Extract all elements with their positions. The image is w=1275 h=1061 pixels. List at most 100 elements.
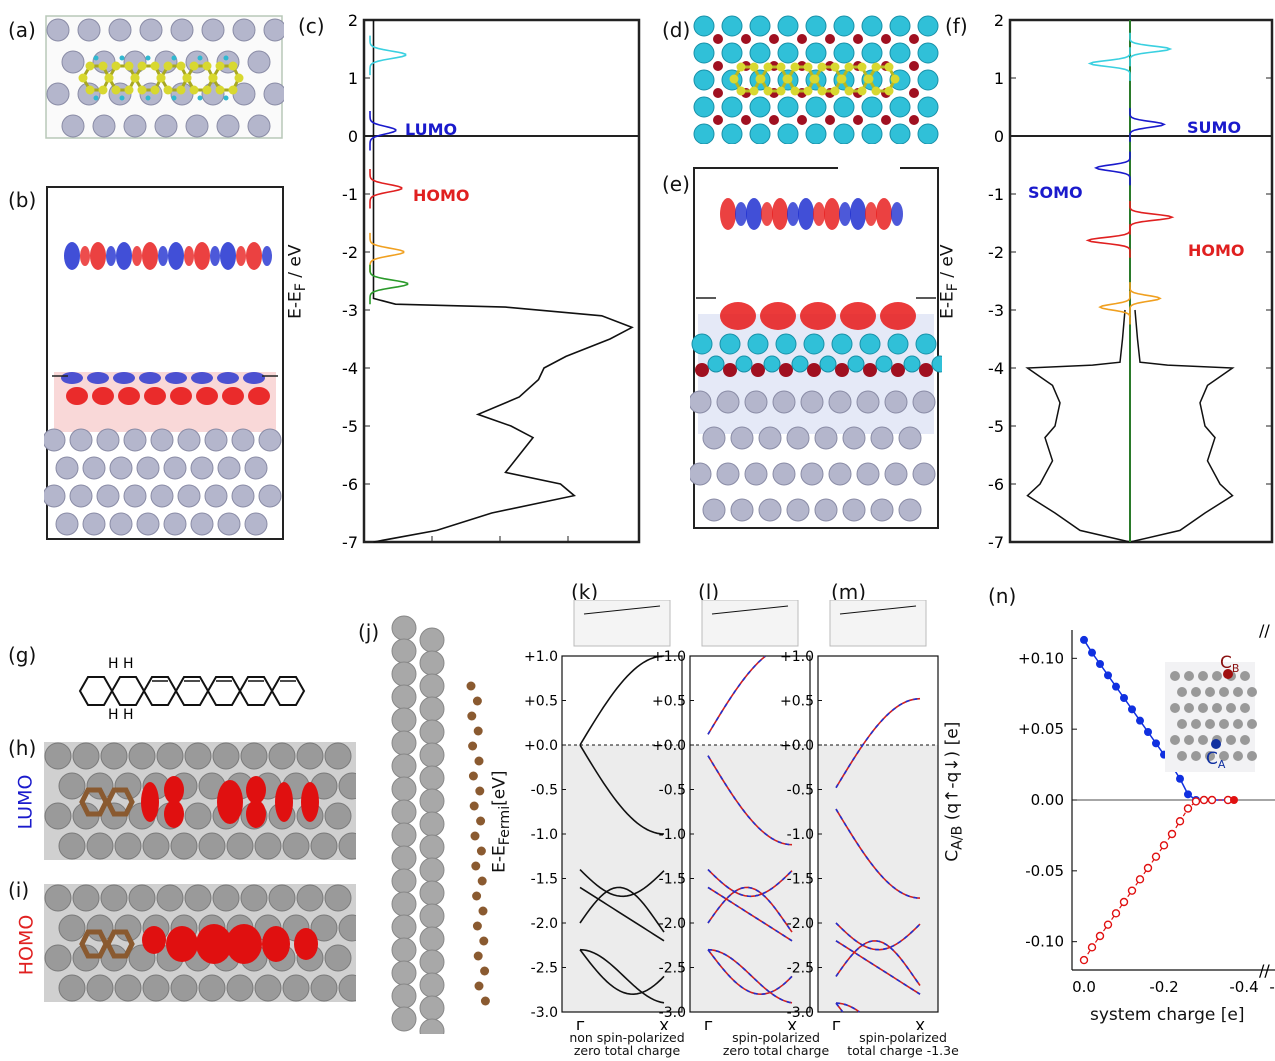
surface-atom — [226, 974, 254, 1002]
thumbnail-arrow — [839, 605, 917, 615]
carbon-atom — [844, 86, 854, 96]
band-y-tick: -2.0 — [659, 916, 686, 932]
caption-k-line1: non spin-polarized — [569, 1030, 685, 1045]
series-a-point — [1152, 739, 1160, 748]
carbon-atom-side — [476, 846, 486, 856]
band-5-down — [707, 886, 793, 933]
substrate-atom — [842, 426, 866, 450]
surface-atom — [391, 845, 417, 871]
homo-lobe — [262, 926, 290, 962]
oxygen-atom — [769, 115, 779, 125]
ylabel-c-sub: F — [292, 283, 309, 292]
band-y-tick: -1.5 — [531, 872, 558, 888]
bands-ylabel: E-EFermi[eV] — [489, 771, 512, 873]
substrate-atom — [786, 498, 810, 522]
surface-atom — [419, 742, 445, 768]
oxygen-atom — [713, 88, 723, 98]
n-x-tick: -1.3 — [1269, 978, 1275, 996]
band-structures-klm: +1.0 +0.5 +0.0 -0.5 -1.0 -1.5 -2.0 -2.5 -3.0 Γ X +1… — [524, 600, 939, 1030]
surface-atom — [419, 673, 445, 699]
oxide-atom — [861, 123, 883, 144]
chart-n-ylabel-sub: A/B — [949, 825, 966, 850]
oxide-atom — [805, 15, 827, 37]
sumo-label-f: SUMO — [1187, 118, 1241, 137]
homo-label-f: HOMO — [1188, 241, 1245, 260]
conduction-band — [579, 655, 665, 746]
substrate-atom — [123, 484, 147, 508]
surface-atom — [142, 974, 170, 1002]
oxide-atom — [887, 333, 909, 355]
density-lobe — [760, 302, 796, 330]
oxide-atom — [777, 15, 799, 37]
orbital-lobe — [90, 242, 106, 270]
series-a-point — [1128, 705, 1136, 714]
surface-atom — [310, 914, 338, 942]
panel-label-l: (l) — [698, 580, 720, 604]
substrate-atom — [82, 512, 106, 536]
carbon-atom — [111, 85, 121, 95]
surface-atom — [72, 884, 100, 912]
orbital-lobe — [142, 242, 158, 270]
carbon-atom — [803, 62, 813, 72]
substrate-atom — [44, 484, 66, 508]
band-7 — [579, 948, 665, 1004]
surface-atom — [391, 983, 417, 1009]
surface-atom — [184, 802, 212, 830]
lumo-lobe — [217, 780, 243, 824]
series-b-point — [1191, 797, 1201, 806]
surface-atom — [58, 974, 86, 1002]
carbon-atom — [85, 61, 95, 71]
peak-homo-down — [1085, 224, 1131, 258]
caption-m-line2: total charge -1.3e — [847, 1043, 959, 1058]
carbon-atom — [871, 86, 881, 96]
series-b-point — [1127, 886, 1137, 895]
oxygen-atom — [863, 363, 877, 377]
carbon-atom — [749, 86, 759, 96]
caption-m-line1: spin-polarized — [859, 1030, 947, 1045]
carbon-atom — [215, 61, 225, 71]
band-7-down — [707, 948, 793, 1004]
band-y-tick: +0.0 — [524, 738, 558, 754]
substrate-atom — [69, 484, 93, 508]
surface-atom — [282, 832, 310, 860]
somo-label-f: SOMO — [1028, 183, 1083, 202]
oxide-atom — [917, 42, 939, 64]
oxygen-atom — [797, 34, 807, 44]
hydrogen-atom — [93, 95, 99, 101]
unit-cell-thumbnail — [829, 600, 927, 647]
carbon-atom — [228, 85, 238, 95]
ylabel-f-main: E-E — [937, 291, 958, 319]
carbon-atom — [78, 73, 88, 83]
substrate-atom — [204, 428, 228, 452]
orbital-lobe — [746, 198, 762, 230]
y-tick-label: -4 — [342, 359, 358, 378]
band-y-tick: +1.0 — [780, 649, 814, 665]
carbon-atom-side — [480, 996, 490, 1006]
oxygen-atom — [909, 88, 919, 98]
flake-atom — [1198, 735, 1208, 745]
flake-atom — [1233, 751, 1243, 761]
carbon-atom — [837, 74, 847, 84]
surface-atom — [198, 974, 226, 1002]
surface-atom — [254, 832, 282, 860]
carbon-atom — [215, 85, 225, 95]
substrate-atom — [190, 512, 214, 536]
hydrogen-atom — [171, 55, 177, 61]
carbon-atom-side — [476, 816, 486, 826]
orbital-lobe — [116, 242, 132, 270]
hydrogen-atom — [145, 55, 151, 61]
density-lobe — [87, 372, 109, 384]
substrate-atom — [856, 390, 880, 414]
carbon-atom — [156, 73, 166, 83]
flake-atom — [1177, 751, 1187, 761]
carbon-atom — [202, 85, 212, 95]
benzene-ring — [110, 676, 146, 706]
surface-atom — [184, 884, 212, 912]
carbon-atom — [871, 62, 881, 72]
band-y-tick: +0.5 — [780, 694, 814, 710]
carbon-atom — [790, 86, 800, 96]
surface-atom — [419, 857, 445, 883]
substrate-atom — [232, 18, 256, 42]
surface-atom — [296, 742, 324, 770]
band-4-down — [707, 886, 793, 942]
